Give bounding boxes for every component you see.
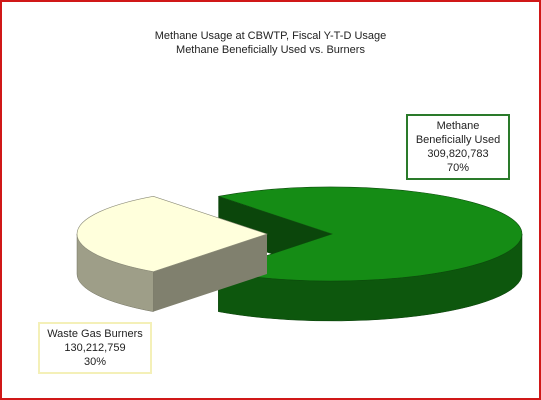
- slice-name: Waste Gas Burners: [47, 328, 143, 340]
- pie-slice: [218, 186, 523, 282]
- slice-value: 130,212,759: [64, 342, 126, 354]
- slice-wall: [153, 234, 267, 312]
- slice-percent: 30%: [83, 356, 107, 368]
- slice-percent: 70%: [446, 162, 470, 174]
- chart-title: Methane Usage at CBWTP, Fiscal Y-T-D Usa…: [154, 30, 387, 42]
- slice-label: Waste Gas Burners 130,212,759 30%: [38, 322, 152, 374]
- slice-label: Methane Beneficially Used 309,820,783 70…: [406, 114, 510, 180]
- pie-slice: [76, 196, 268, 272]
- slice-value: 309,820,783: [427, 148, 489, 160]
- slice-name: Methane Beneficially Used: [415, 120, 501, 146]
- chart-subtitle: Methane Beneficially Used vs. Burners: [176, 44, 365, 56]
